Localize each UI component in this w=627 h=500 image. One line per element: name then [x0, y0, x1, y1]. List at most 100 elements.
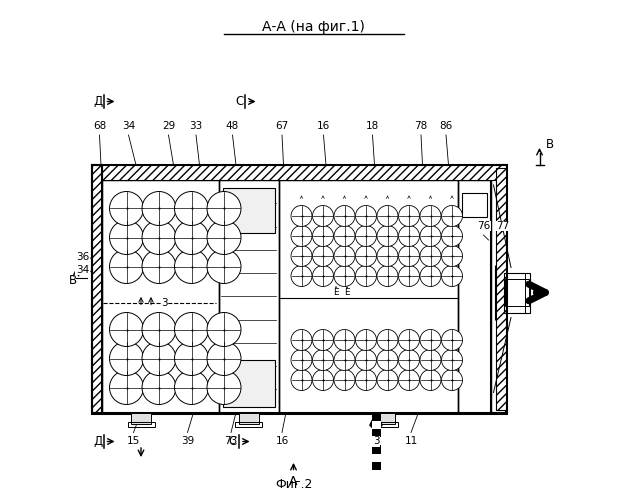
- Circle shape: [334, 206, 355, 227]
- Circle shape: [174, 312, 209, 346]
- Polygon shape: [496, 168, 505, 410]
- Circle shape: [441, 370, 463, 390]
- Text: 39: 39: [181, 436, 194, 446]
- Text: 11: 11: [404, 436, 418, 446]
- Polygon shape: [92, 165, 102, 412]
- Circle shape: [334, 266, 355, 286]
- Circle shape: [312, 206, 334, 227]
- Circle shape: [377, 266, 398, 286]
- Circle shape: [291, 266, 312, 286]
- Circle shape: [441, 330, 463, 350]
- Circle shape: [399, 266, 419, 286]
- Circle shape: [377, 226, 398, 246]
- Circle shape: [377, 350, 398, 370]
- Text: 48: 48: [226, 121, 239, 131]
- Circle shape: [356, 226, 376, 246]
- Circle shape: [356, 350, 376, 370]
- Circle shape: [441, 226, 463, 246]
- Text: 77: 77: [496, 221, 509, 231]
- Text: С: С: [235, 95, 243, 108]
- Polygon shape: [223, 188, 275, 232]
- Circle shape: [142, 312, 176, 346]
- Circle shape: [142, 192, 176, 226]
- Circle shape: [420, 350, 441, 370]
- Circle shape: [420, 246, 441, 266]
- Circle shape: [356, 370, 376, 390]
- Circle shape: [312, 370, 334, 390]
- Text: 18: 18: [366, 121, 379, 131]
- Polygon shape: [223, 360, 275, 406]
- Text: 3: 3: [161, 298, 167, 308]
- Circle shape: [420, 330, 441, 350]
- Circle shape: [399, 370, 419, 390]
- Text: E: E: [333, 288, 339, 297]
- Circle shape: [174, 250, 209, 284]
- Circle shape: [399, 206, 419, 227]
- Circle shape: [110, 220, 144, 254]
- Circle shape: [207, 342, 241, 376]
- Circle shape: [110, 192, 144, 226]
- Circle shape: [312, 330, 334, 350]
- Polygon shape: [374, 412, 394, 424]
- Circle shape: [334, 330, 355, 350]
- Text: С: С: [228, 435, 236, 448]
- Text: 34: 34: [76, 265, 89, 275]
- Text: 78: 78: [414, 121, 428, 131]
- Circle shape: [110, 250, 144, 284]
- Circle shape: [291, 226, 312, 246]
- Text: А-А (на фиг.1): А-А (на фиг.1): [262, 20, 365, 34]
- Circle shape: [377, 206, 398, 227]
- Text: Д: Д: [93, 435, 102, 448]
- Circle shape: [441, 246, 463, 266]
- Circle shape: [399, 246, 419, 266]
- Text: 86: 86: [440, 121, 453, 131]
- Circle shape: [399, 350, 419, 370]
- Text: E: E: [344, 288, 350, 297]
- Text: 3: 3: [372, 436, 379, 446]
- Polygon shape: [238, 412, 258, 424]
- Polygon shape: [93, 165, 505, 180]
- Text: В: В: [68, 274, 76, 286]
- Circle shape: [142, 250, 176, 284]
- Circle shape: [420, 370, 441, 390]
- Circle shape: [377, 246, 398, 266]
- Circle shape: [174, 342, 209, 376]
- Circle shape: [291, 350, 312, 370]
- Circle shape: [291, 246, 312, 266]
- Circle shape: [174, 220, 209, 254]
- Text: 16: 16: [317, 121, 330, 131]
- Text: 68: 68: [93, 121, 106, 131]
- Circle shape: [174, 370, 209, 404]
- Circle shape: [291, 370, 312, 390]
- Circle shape: [312, 350, 334, 370]
- Text: 67: 67: [275, 121, 288, 131]
- Circle shape: [334, 370, 355, 390]
- Circle shape: [207, 370, 241, 404]
- Circle shape: [420, 226, 441, 246]
- Circle shape: [110, 312, 144, 346]
- Circle shape: [142, 370, 176, 404]
- Circle shape: [334, 246, 355, 266]
- Text: 16: 16: [275, 436, 288, 446]
- Circle shape: [356, 266, 376, 286]
- Circle shape: [174, 192, 209, 226]
- Circle shape: [110, 370, 144, 404]
- Circle shape: [334, 226, 355, 246]
- Circle shape: [142, 342, 176, 376]
- Circle shape: [312, 266, 334, 286]
- Circle shape: [142, 220, 176, 254]
- Text: 33: 33: [189, 121, 203, 131]
- Circle shape: [291, 330, 312, 350]
- Circle shape: [441, 266, 463, 286]
- Polygon shape: [131, 412, 151, 424]
- Circle shape: [420, 206, 441, 227]
- Circle shape: [356, 206, 376, 227]
- Circle shape: [291, 206, 312, 227]
- Circle shape: [356, 330, 376, 350]
- Circle shape: [356, 246, 376, 266]
- Text: Д: Д: [93, 95, 102, 108]
- Circle shape: [334, 350, 355, 370]
- Circle shape: [441, 206, 463, 227]
- Circle shape: [207, 312, 241, 346]
- Circle shape: [377, 330, 398, 350]
